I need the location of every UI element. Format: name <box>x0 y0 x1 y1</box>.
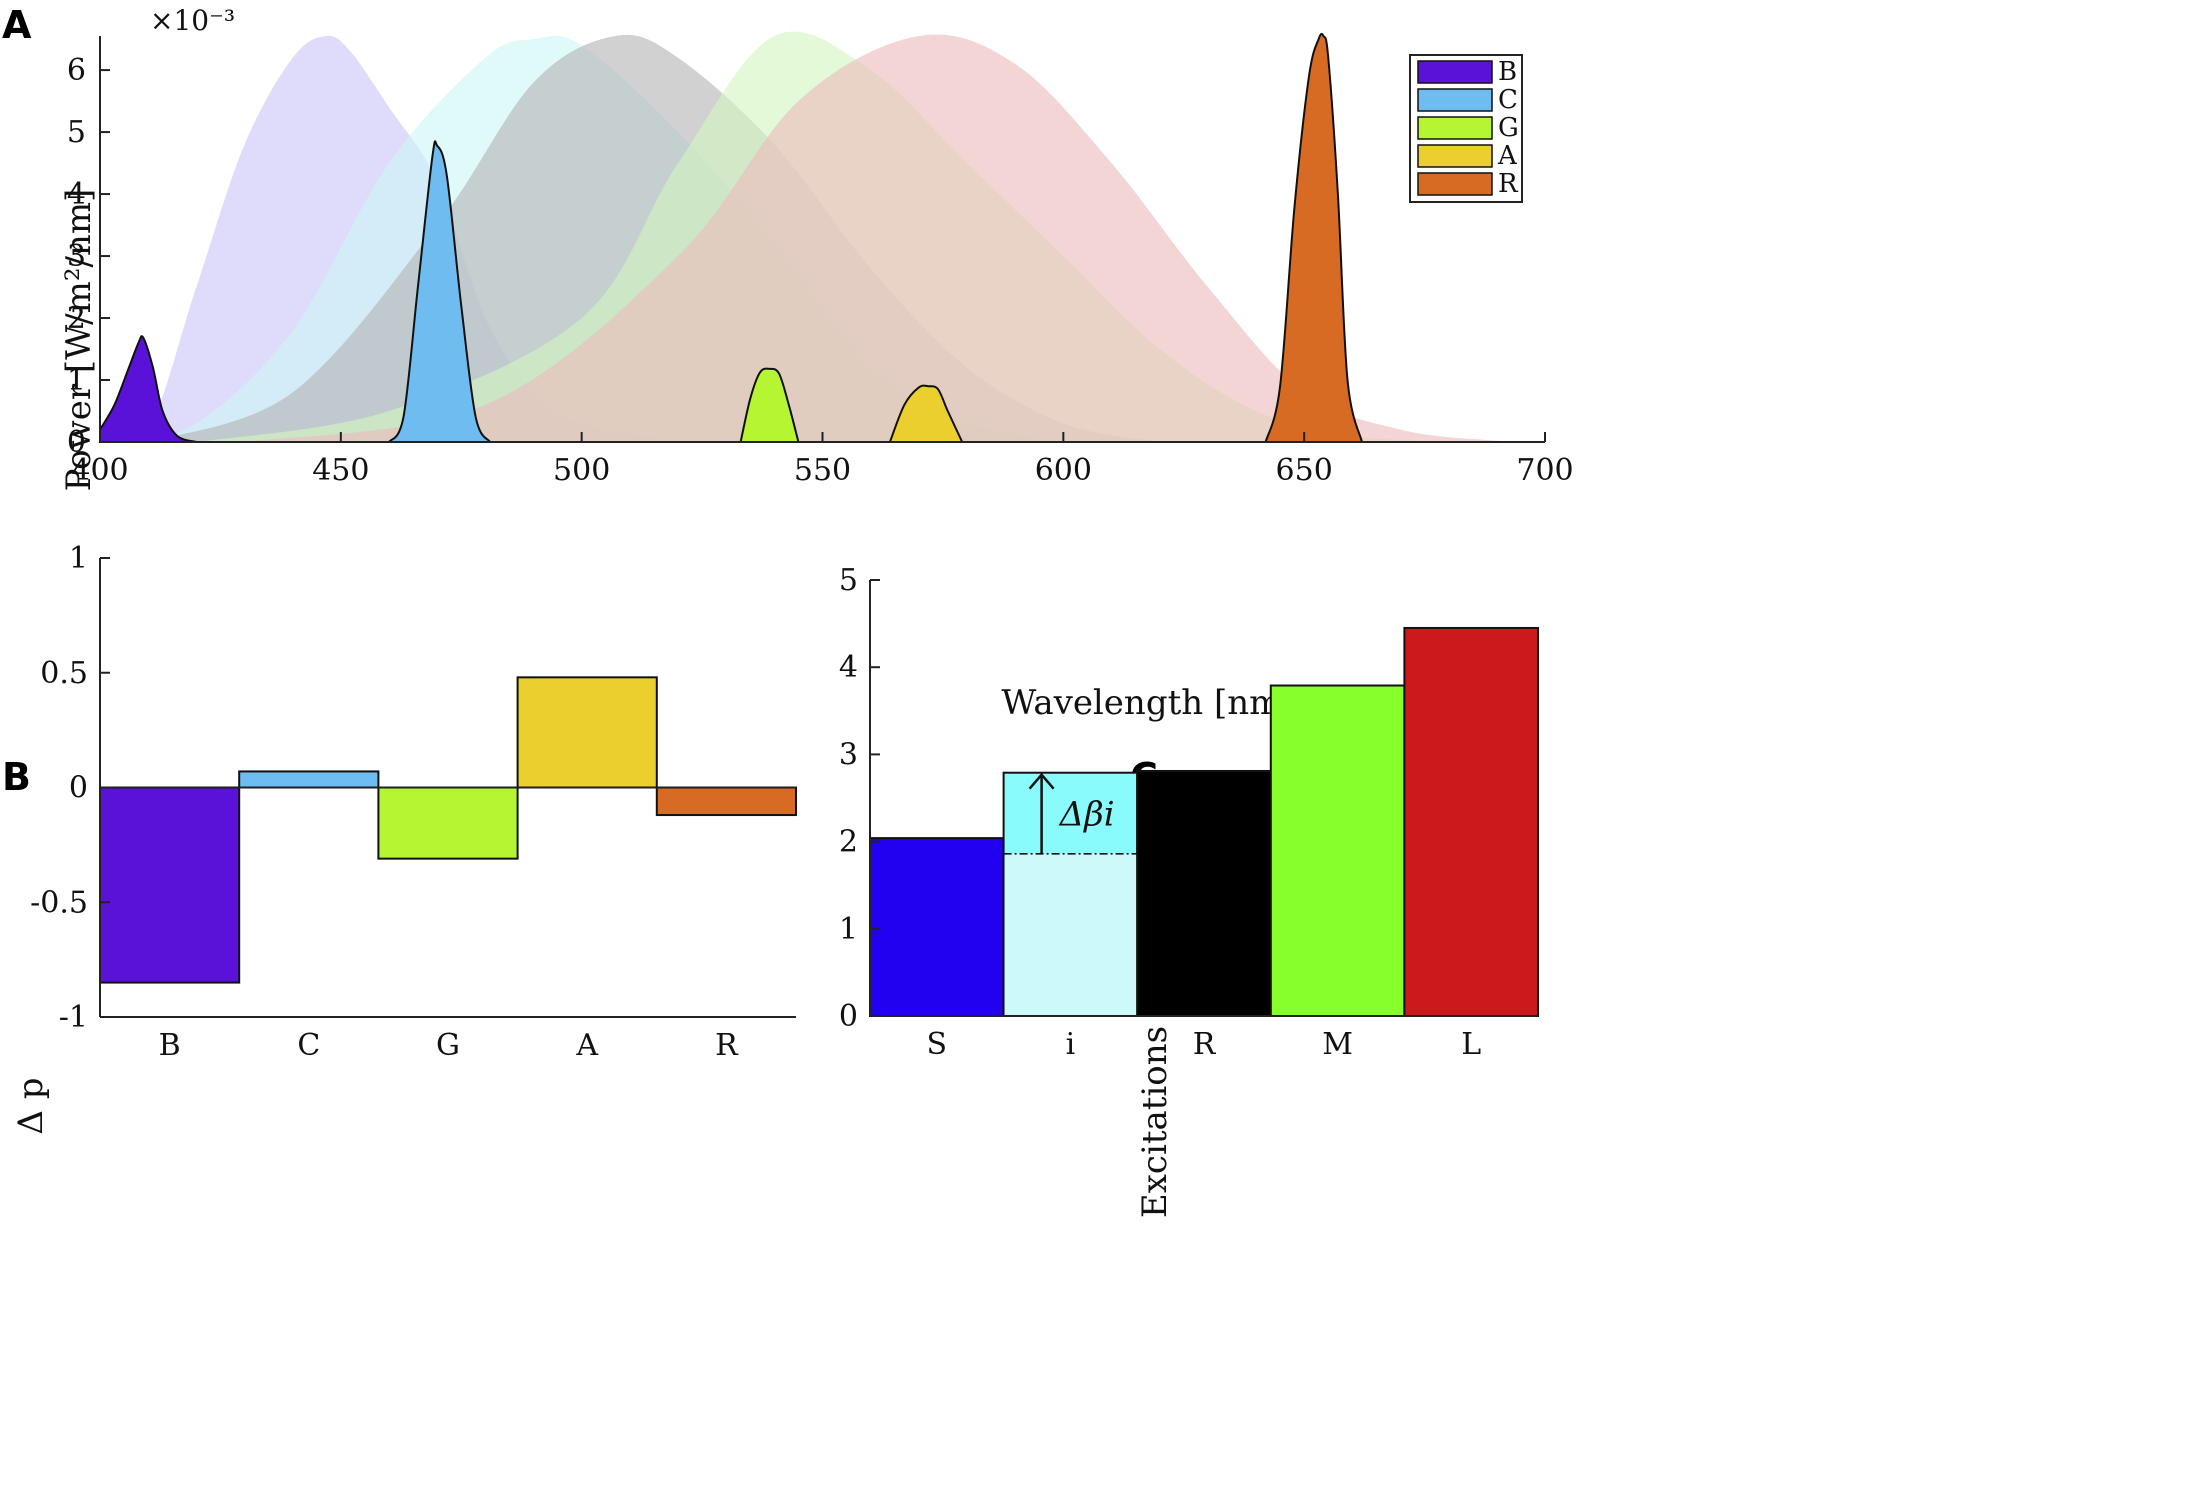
y-tick-label-a: 3 <box>67 239 86 274</box>
x-tick-label-a: 450 <box>312 453 369 488</box>
y-tick-label-b: -1 <box>59 1000 88 1035</box>
y-axis-title-c: Excitations <box>1135 1026 1175 1218</box>
legend-swatch-G <box>1417 116 1493 140</box>
x-axis-title-a: Wavelength [nm] <box>1001 683 1294 723</box>
legend-label-C: C <box>1498 85 1518 115</box>
background-spectra <box>100 31 1545 443</box>
spectrum-G <box>739 367 800 443</box>
legend-swatch-B <box>1417 60 1493 84</box>
panel-c-excitations-chart: 0 1 2 3 4 5 S i R M L Excitations Δβi <box>839 563 1540 1218</box>
y-scale-exponent: ×10⁻³ <box>150 4 235 37</box>
bar-R <box>1136 769 1272 1018</box>
y-tick-label-c: 1 <box>839 912 858 947</box>
delta-beta-label: Δβi <box>1058 794 1115 834</box>
bar-R <box>655 786 797 817</box>
bar-A <box>516 676 658 789</box>
bar-S <box>869 837 1005 1017</box>
panel-c-axes: 0 1 2 3 4 5 S i R M L <box>839 563 1538 1062</box>
legend-label-R: R <box>1498 169 1519 199</box>
bar-B <box>99 786 241 984</box>
y-tick-label-c: 2 <box>839 825 858 860</box>
panel-a-spectra-chart: 400 450 500 550 600 650 700 0 1 2 3 4 5 6 ×10⁻³ Wavel… <box>59 4 1574 723</box>
x-tick-label-a: 650 <box>1276 453 1333 488</box>
delta-p-bars <box>99 676 797 984</box>
y-tick-label-a: 5 <box>67 115 86 150</box>
y-tick-label-b: 0.5 <box>40 656 88 691</box>
y-tick-label-c: 4 <box>839 650 858 685</box>
led-spectra <box>99 32 1364 443</box>
x-tick-label-b: C <box>297 1028 320 1063</box>
panel-a-axes: 400 450 500 550 600 650 700 0 1 2 3 4 5 6 <box>67 36 1574 488</box>
bar-i-baseline <box>1004 853 1137 1015</box>
y-tick-label-c: 3 <box>839 737 858 772</box>
background-spectrum-red <box>244 34 1545 443</box>
panel-b-delta-p-chart: -1 -0.5 0 0.5 1 B C G A R Δ p <box>11 541 797 1135</box>
x-tick-label-b: G <box>436 1028 460 1063</box>
panel-label-b: B <box>2 755 31 799</box>
bar-M <box>1269 684 1406 1018</box>
legend-label-A: A <box>1497 141 1518 171</box>
bar-L <box>1403 626 1540 1018</box>
x-tick-label-a: 400 <box>71 453 128 488</box>
x-tick-label-c: i <box>1066 1027 1076 1062</box>
y-tick-label-b: -0.5 <box>30 885 88 920</box>
spectrum-C <box>387 140 492 443</box>
legend-swatch-C <box>1417 88 1493 112</box>
x-tick-label-a: 550 <box>794 453 851 488</box>
x-tick-label-c: R <box>1193 1027 1217 1062</box>
legend-swatch-R <box>1417 172 1493 196</box>
y-tick-label-b: 0 <box>69 771 88 806</box>
panel-label-a: A <box>2 3 32 47</box>
y-tick-label-c: 5 <box>839 563 858 598</box>
y-tick-label-a: 2 <box>67 301 86 336</box>
legend-label-G: G <box>1498 113 1519 143</box>
excitation-bars <box>869 626 1540 1018</box>
x-tick-label-a: 500 <box>553 453 610 488</box>
x-tick-label-c: L <box>1461 1027 1481 1062</box>
y-tick-label-a: 6 <box>67 53 86 88</box>
x-tick-label-b: R <box>715 1028 739 1063</box>
delta-beta-arrow-head <box>1028 772 1055 790</box>
bar-C <box>238 770 380 789</box>
delta-beta-annotation: Δβi <box>1028 772 1115 854</box>
legend-swatch-A <box>1417 144 1493 168</box>
x-tick-label-a: 700 <box>1516 453 1573 488</box>
x-tick-label-a: 600 <box>1035 453 1092 488</box>
y-tick-label-a: 1 <box>67 363 86 398</box>
spectrum-B <box>99 335 197 443</box>
y-tick-label-c: 0 <box>839 999 858 1034</box>
y-axis-title-b: Δ p <box>11 1077 51 1134</box>
x-tick-label-c: M <box>1322 1027 1353 1062</box>
spectrum-R <box>1264 32 1364 443</box>
panel-b-axes: -1 -0.5 0 0.5 1 B C G A R <box>30 541 796 1063</box>
spectrum-A <box>888 384 964 443</box>
x-tick-label-c: S <box>927 1027 948 1062</box>
y-axis-title-a: Power [W/m²/nm] <box>59 189 99 492</box>
y-tick-label-a: 0 <box>67 425 86 460</box>
x-tick-label-b: A <box>575 1028 598 1063</box>
y-tick-label-a: 4 <box>67 177 86 212</box>
legend-label-B: B <box>1498 57 1517 87</box>
x-tick-label-b: B <box>159 1028 181 1063</box>
y-tick-label-b: 1 <box>69 541 88 576</box>
bar-G <box>377 786 519 860</box>
